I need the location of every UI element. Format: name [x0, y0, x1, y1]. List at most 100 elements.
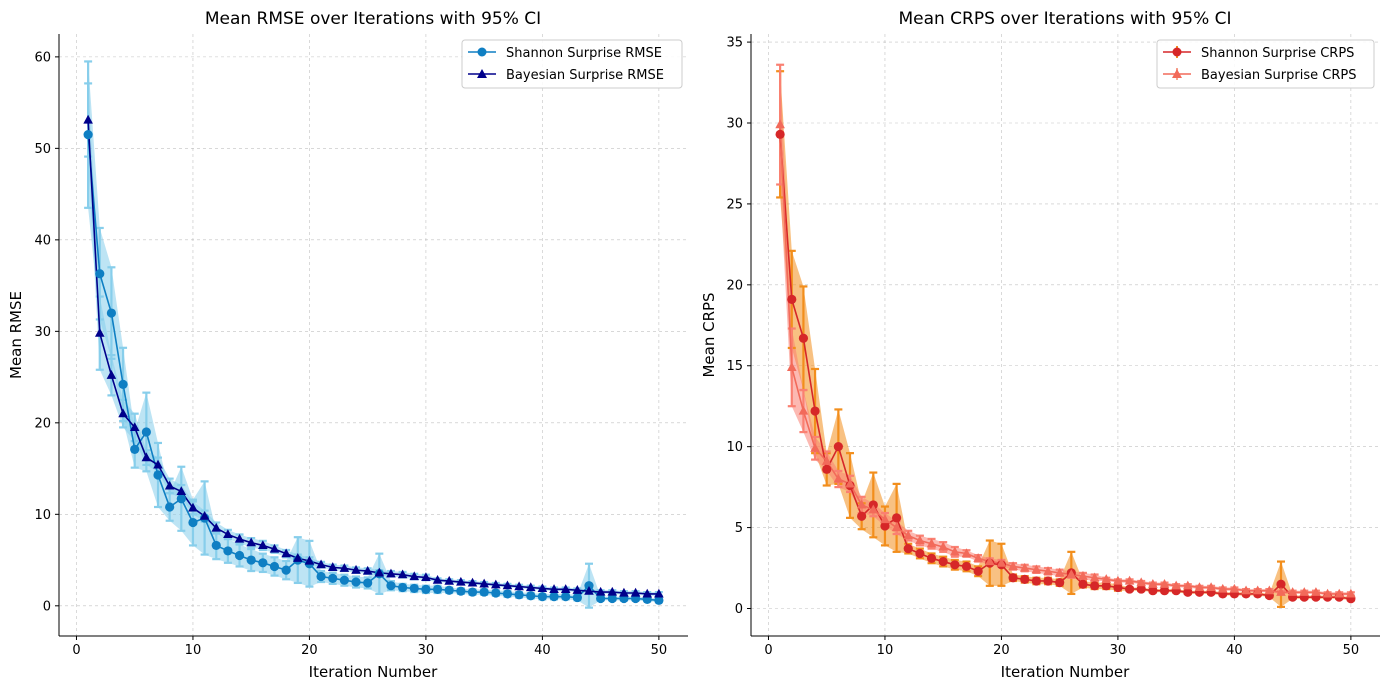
- crps-data-point: [1183, 587, 1193, 597]
- crps-data-point: [1020, 574, 1030, 584]
- rmse-data-point: [374, 567, 385, 577]
- crps-x-axis-label: Iteration Number: [1001, 663, 1130, 681]
- rmse-data-point: [258, 558, 268, 568]
- crps-data-point: [1124, 584, 1135, 594]
- crps-data-point: [775, 119, 785, 129]
- legend-marker-shannon-rmse: [477, 47, 487, 57]
- rmse-data-point: [106, 308, 117, 318]
- rmse-y-tick-label: 40: [34, 233, 51, 248]
- crps-data-point: [1229, 583, 1240, 593]
- rmse-data-point: [514, 581, 524, 591]
- rmse-data-point: [176, 486, 187, 496]
- rmse-chart-title: Mean RMSE over Iterations with 95% CI: [205, 9, 541, 29]
- crps-data-point: [880, 514, 890, 524]
- crps-y-ticks: 0 5 10 15 20 25 30 35: [726, 36, 751, 617]
- rmse-data-point: [83, 114, 93, 124]
- crps-data-point: [1101, 574, 1112, 583]
- legend-label-bayesian-rmse: Bayesian Surprise RMSE: [506, 68, 664, 83]
- rmse-data-point: [421, 572, 431, 582]
- crps-y-tick-label: 0: [735, 602, 743, 617]
- rmse-data-point: [118, 408, 128, 418]
- crps-data-point: [1159, 579, 1170, 588]
- rmse-data-point: [118, 379, 128, 390]
- rmse-data-point: [514, 590, 524, 600]
- crps-data-point: [786, 362, 797, 371]
- crps-chart: Mean CRPS over Iterations with 95% CI 0 1…: [700, 9, 1380, 681]
- rmse-data-point: [456, 586, 466, 596]
- rmse-data-point: [351, 577, 361, 587]
- crps-data-point: [915, 548, 925, 559]
- rmse-data-point: [234, 533, 245, 543]
- rmse-data-point: [304, 555, 315, 565]
- rmse-data-point: [223, 529, 233, 539]
- rmse-data-point: [211, 540, 221, 551]
- crps-data-point: [926, 538, 937, 548]
- rmse-data-point: [654, 595, 664, 605]
- crps-data-point: [1159, 586, 1170, 596]
- rmse-data-point: [328, 573, 338, 583]
- rmse-data-point: [281, 565, 291, 575]
- crps-y-tick-label: 35: [726, 36, 743, 51]
- crps-y-tick-label: 30: [726, 117, 743, 132]
- crps-data-point: [1090, 581, 1100, 591]
- crps-data-point: [891, 522, 902, 532]
- rmse-x-tick-label: 30: [418, 643, 435, 658]
- rmse-data-point: [595, 586, 606, 596]
- crps-x-tick-label: 30: [1110, 643, 1127, 658]
- rmse-data-point: [106, 370, 117, 379]
- rmse-data-point: [246, 555, 256, 565]
- crps-data-point: [1101, 581, 1111, 591]
- crps-data-point: [915, 535, 925, 545]
- crps-data-point: [1136, 584, 1146, 594]
- crps-data-point: [961, 561, 972, 572]
- rmse-data-point: [537, 592, 547, 602]
- crps-data-point: [810, 406, 820, 416]
- crps-y-tick-label: 25: [726, 197, 743, 212]
- rmse-data-point: [164, 480, 175, 490]
- rmse-data-point: [316, 559, 326, 569]
- legend-entry-bayesian-crps: Bayesian Surprise CRPS: [1163, 68, 1356, 83]
- crps-data-point: [821, 456, 832, 465]
- rmse-data-point: [223, 546, 233, 556]
- crps-x-ticks: 0 10 20 30 40 50: [764, 636, 1359, 658]
- crps-x-tick-label: 40: [1226, 643, 1243, 658]
- rmse-data-point: [525, 582, 536, 592]
- rmse-data-point: [654, 588, 664, 598]
- crps-data-point: [1322, 588, 1333, 598]
- crps-data-point: [1113, 575, 1123, 585]
- crps-data-point: [973, 566, 983, 576]
- crps-legend: Shannon Surprise CRPS Bayesian Surprise …: [1156, 39, 1375, 89]
- crps-data-point: [1299, 587, 1310, 596]
- rmse-data-point: [456, 576, 466, 586]
- crps-data-point: [1089, 572, 1100, 582]
- crps-data-point: [1276, 579, 1286, 589]
- crps-data-point: [1031, 564, 1042, 574]
- crps-data-point: [961, 548, 972, 558]
- rmse-data-point: [642, 588, 653, 598]
- crps-data-point: [845, 478, 855, 488]
- crps-data-point: [973, 553, 983, 562]
- rmse-data-point: [165, 502, 175, 512]
- rmse-data-point: [572, 585, 583, 594]
- crps-data-point: [1217, 583, 1228, 593]
- crps-data-point: [1287, 587, 1298, 596]
- rmse-data-point: [479, 578, 489, 588]
- rmse-data-point: [281, 548, 291, 558]
- rmse-y-axis-label: Mean RMSE: [7, 291, 25, 379]
- rmse-data-point: [491, 579, 501, 589]
- crps-data-point: [1113, 582, 1123, 593]
- crps-data-point: [1124, 575, 1135, 585]
- rmse-y-tick-label: 20: [34, 416, 51, 431]
- crps-grid: [751, 34, 1380, 636]
- crps-x-tick-label: 0: [764, 643, 772, 658]
- rmse-data-point: [316, 571, 326, 582]
- rmse-data-point: [339, 563, 350, 572]
- rmse-data-point: [432, 574, 443, 584]
- rmse-x-tick-label: 10: [185, 643, 202, 658]
- rmse-data-point: [444, 585, 454, 595]
- rmse-data-point: [362, 565, 373, 575]
- rmse-data-point: [258, 540, 268, 550]
- rmse-data-point: [386, 568, 396, 578]
- crps-data-point: [1206, 582, 1216, 592]
